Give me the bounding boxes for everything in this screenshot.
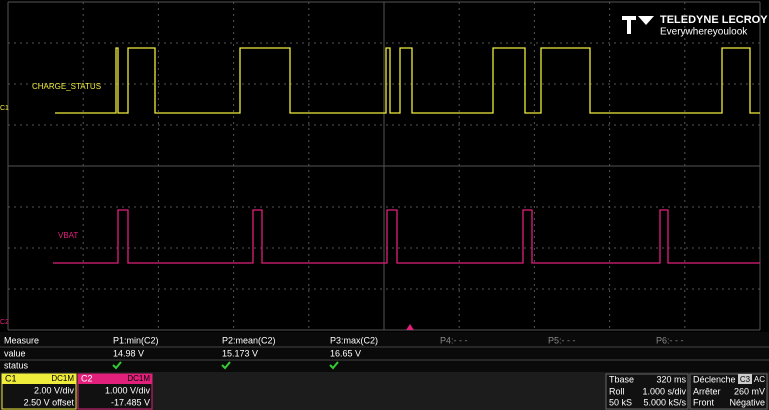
- status-ok: [112, 361, 122, 370]
- timebase-mode: Roll: [609, 386, 625, 396]
- measure-panel: [0, 332, 769, 372]
- logo-brand: TELEDYNE LECROY: [660, 14, 768, 26]
- measure-header: P5:- - -: [548, 335, 576, 345]
- channel-scale: 2.00 V/div: [34, 385, 75, 395]
- measure-value: 14.98 V: [113, 348, 144, 358]
- trigger-level: 260 mV: [734, 386, 765, 396]
- channel-scale: 1.000 V/div: [105, 385, 151, 395]
- trace-label: CHARGE_STATUS: [32, 82, 101, 91]
- timebase-box: [605, 373, 689, 410]
- row-label: value: [4, 348, 26, 358]
- measure-header: P3:max(C2): [330, 335, 378, 345]
- measure-value: 16.65 V: [330, 348, 361, 358]
- trigger-coupling: AC: [754, 375, 765, 384]
- channel-marker: C2: [0, 319, 9, 326]
- measure-header: P2:mean(C2): [222, 335, 276, 345]
- timebase-delay: 320 ms: [656, 374, 686, 384]
- status-ok: [329, 361, 339, 370]
- row-label: status: [4, 360, 29, 370]
- measure-value: 15.173 V: [222, 348, 258, 358]
- timebase-rate: 5.000 kS/s: [643, 397, 686, 407]
- channel-offset: -17.485 V: [111, 397, 150, 407]
- trigger-box: [689, 373, 768, 410]
- channel-coupling: DC1M: [127, 374, 150, 383]
- trigger-edge: Front: [693, 397, 715, 407]
- channel-name: C1: [5, 373, 17, 383]
- c1-waveform: [55, 47, 760, 114]
- status-ok: [221, 361, 231, 370]
- trigger-source-box: [738, 374, 752, 384]
- trace-label: VBAT: [58, 231, 78, 240]
- c1-header: [2, 374, 76, 384]
- measure-header: Measure: [4, 335, 39, 345]
- timebase-samples: 50 kS: [609, 397, 632, 407]
- channel-coupling: DC1M: [51, 374, 74, 383]
- trigger-title: Déclenche: [693, 374, 736, 384]
- c2-header: [78, 374, 152, 384]
- measure-header: P4:- - -: [440, 335, 468, 345]
- graticule: [7, 1, 761, 331]
- logo-tagline: Everywhereyoulook: [660, 27, 748, 38]
- measure-header: P1:min(C2): [113, 335, 159, 345]
- timebase-title: Tbase: [609, 374, 634, 384]
- measure-header: P6:- - -: [656, 335, 684, 345]
- timebase-scale: 1.000 s/div: [642, 386, 686, 396]
- trigger-slope: Négative: [729, 397, 765, 407]
- trigger-mode: Arrêter: [693, 386, 721, 396]
- trigger-source: C3: [740, 375, 751, 384]
- channel-marker: C1: [0, 105, 9, 112]
- trigger-marker: [406, 324, 414, 330]
- channel-name: C2: [81, 373, 93, 383]
- c2-waveform: [53, 209, 760, 264]
- channel-offset: 2.50 V offset: [24, 397, 75, 407]
- logo-icon: [622, 16, 654, 34]
